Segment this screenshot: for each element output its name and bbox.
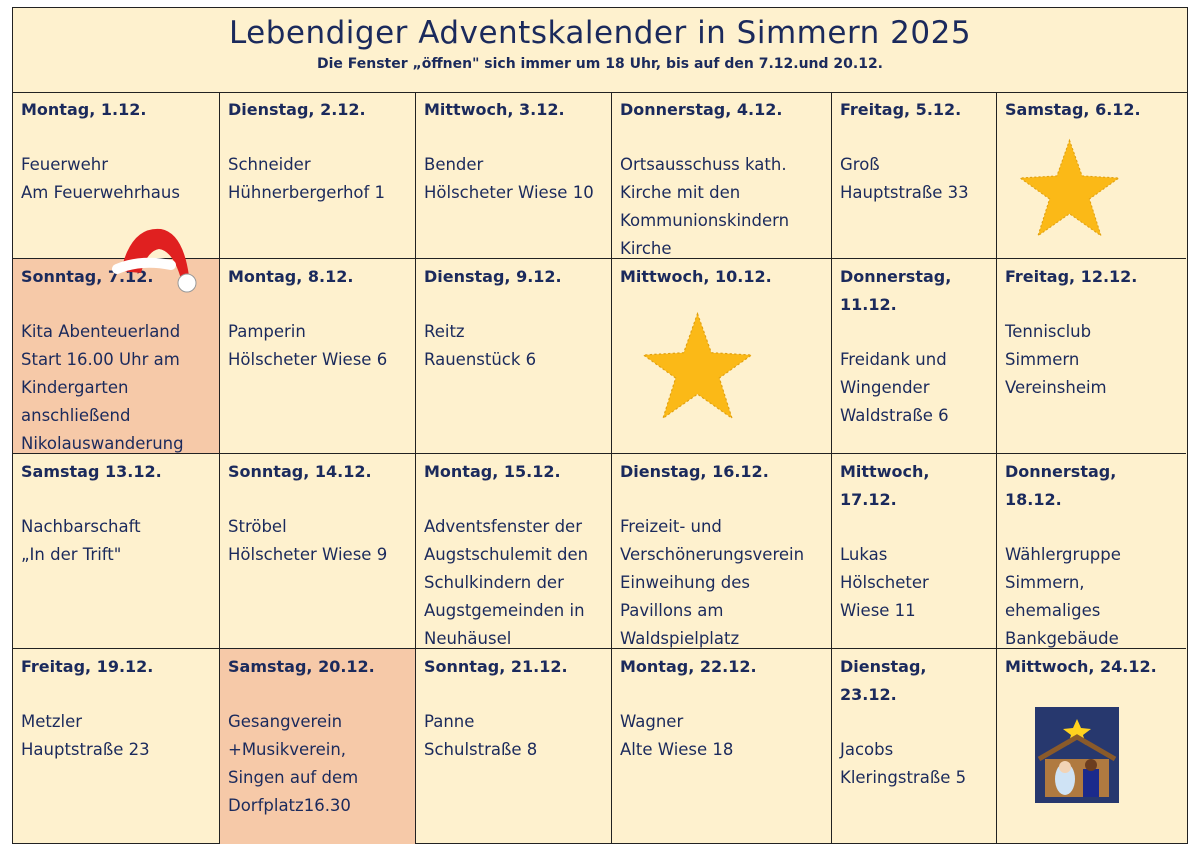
- star-icon: [1017, 136, 1122, 250]
- day-label: Freitag, 5.12.: [840, 100, 962, 119]
- day-label: Dienstag, 9.12.: [424, 267, 562, 286]
- day-host: Groß Hauptstraße 33: [840, 155, 969, 202]
- calendar-day-cell: Samstag, 6.12.: [997, 92, 1186, 259]
- day-label: Mittwoch, 10.12.: [620, 267, 772, 286]
- header: Lebendiger Adventskalender in Simmern 20…: [13, 8, 1187, 93]
- calendar-grid: Montag, 1.12. Feuerwehr Am Feuerwehrhaus…: [13, 92, 1186, 844]
- advent-calendar: Lebendiger Adventskalender in Simmern 20…: [12, 7, 1188, 844]
- day-label: Dienstag, 2.12.: [228, 100, 366, 119]
- calendar-day-cell: Sonntag, 21.12. Panne Schulstraße 8: [416, 649, 612, 844]
- calendar-day-cell: Sonntag, 14.12. Ströbel Hölscheter Wiese…: [220, 454, 416, 649]
- day-label: Freitag, 19.12.: [21, 657, 154, 676]
- calendar-day-cell: Montag, 1.12. Feuerwehr Am Feuerwehrhaus: [13, 92, 220, 259]
- day-host: Wählergruppe Simmern, ehemaliges Bankgeb…: [1005, 545, 1121, 648]
- day-label: Samstag 13.12.: [21, 462, 162, 481]
- day-host: Ortsausschuss kath. Kirche mit den Kommu…: [620, 155, 790, 258]
- calendar-day-cell: Mittwoch, 3.12. Bender Hölscheter Wiese …: [416, 92, 612, 259]
- calendar-day-cell: Montag, 8.12. Pamperin Hölscheter Wiese …: [220, 259, 416, 454]
- day-label: Samstag, 6.12.: [1005, 100, 1141, 119]
- calendar-day-cell: Freitag, 19.12. Metzler Hauptstraße 23: [13, 649, 220, 844]
- calendar-day-cell: Samstag, 20.12. Gesangverein +Musikverei…: [220, 649, 416, 844]
- day-label: Donnerstag, 4.12.: [620, 100, 783, 119]
- calendar-day-cell: Donnerstag, 4.12. Ortsausschuss kath. Ki…: [612, 92, 832, 259]
- calendar-day-cell: Dienstag, 16.12. Freizeit- und Verschöne…: [612, 454, 832, 649]
- day-host: Gesangverein +Musikverein, Singen auf de…: [228, 712, 359, 815]
- day-label: Dienstag, 23.12.: [840, 657, 927, 704]
- calendar-day-cell: Dienstag, 2.12. Schneider Hühnerbergerho…: [220, 92, 416, 259]
- day-label: Mittwoch, 17.12.: [840, 462, 930, 509]
- santa-hat-icon: [111, 221, 201, 310]
- day-host: Pamperin Hölscheter Wiese 6: [228, 322, 388, 369]
- day-label: Mittwoch, 24.12.: [1005, 657, 1157, 676]
- calendar-day-cell: Mittwoch, 10.12.: [612, 259, 832, 454]
- day-host: Adventsfenster der Augstschulemit den Sc…: [424, 517, 589, 648]
- calendar-day-cell: Mittwoch, 17.12. Lukas Hölscheter Wiese …: [832, 454, 997, 649]
- calendar-day-cell: Sonntag, 7.12. Kita Abenteuerland Start …: [13, 228, 220, 454]
- day-host: Wagner Alte Wiese 18: [620, 712, 734, 759]
- day-label: Sonntag, 14.12.: [228, 462, 372, 481]
- calendar-day-cell: Donnerstag, 18.12. Wählergruppe Simmern,…: [997, 454, 1186, 649]
- calendar-day-cell: Montag, 22.12. Wagner Alte Wiese 18: [612, 649, 832, 844]
- calendar-day-cell: Dienstag, 9.12. Reitz Rauenstück 6: [416, 259, 612, 454]
- calendar-day-cell: Freitag, 12.12. Tennisclub Simmern Verei…: [997, 259, 1186, 454]
- calendar-day-cell: Dienstag, 23.12. Jacobs Kleringstraße 5: [832, 649, 997, 844]
- calendar-day-cell: Mittwoch, 24.12.: [997, 649, 1186, 844]
- day-host: Jacobs Kleringstraße 5: [840, 740, 967, 787]
- day-host: Panne Schulstraße 8: [424, 712, 538, 759]
- day-label: Sonntag, 21.12.: [424, 657, 568, 676]
- day-label: Donnerstag, 18.12.: [1005, 462, 1117, 509]
- day-host: Feuerwehr Am Feuerwehrhaus: [21, 155, 180, 202]
- day-host: Tennisclub Simmern Vereinsheim: [1005, 322, 1107, 397]
- nativity-icon: [1035, 707, 1119, 812]
- day-host: Reitz Rauenstück 6: [424, 322, 537, 369]
- day-label: Freitag, 12.12.: [1005, 267, 1138, 286]
- day-host: Ströbel Hölscheter Wiese 9: [228, 517, 388, 564]
- day-host: Schneider Hühnerbergerhof 1: [228, 155, 386, 202]
- day-host: Kita Abenteuerland Start 16.00 Uhr am Ki…: [21, 322, 184, 453]
- day-label: Montag, 15.12.: [424, 462, 561, 481]
- page-title: Lebendiger Adventskalender in Simmern 20…: [228, 15, 972, 51]
- day-host: Bender Hölscheter Wiese 10: [424, 155, 594, 202]
- subtitle: Die Fenster „öffnen" sich immer um 18 Uh…: [316, 56, 884, 72]
- day-label: Samstag, 20.12.: [228, 657, 375, 676]
- day-host: Freidank und Wingender Waldstraße 6: [840, 350, 949, 425]
- day-label: Montag, 22.12.: [620, 657, 757, 676]
- day-host: Freizeit- und Verschönerungsverein Einwe…: [620, 517, 805, 648]
- calendar-day-cell: Montag, 15.12. Adventsfenster der Augsts…: [416, 454, 612, 649]
- day-host: Lukas Hölscheter Wiese 11: [840, 545, 929, 620]
- day-label: Montag, 8.12.: [228, 267, 354, 286]
- day-label: Mittwoch, 3.12.: [424, 100, 565, 119]
- calendar-day-cell: Samstag 13.12. Nachbarschaft „In der Tri…: [13, 454, 220, 649]
- calendar-day-cell: Donnerstag, 11.12. Freidank und Wingende…: [832, 259, 997, 454]
- calendar-day-cell: Freitag, 5.12. Groß Hauptstraße 33: [832, 92, 997, 259]
- day-host: Metzler Hauptstraße 23: [21, 712, 150, 759]
- star-icon: [640, 309, 755, 433]
- day-label: Montag, 1.12.: [21, 100, 147, 119]
- day-label: Dienstag, 16.12.: [620, 462, 769, 481]
- day-label: Donnerstag, 11.12.: [840, 267, 952, 314]
- day-host: Nachbarschaft „In der Trift": [21, 517, 141, 564]
